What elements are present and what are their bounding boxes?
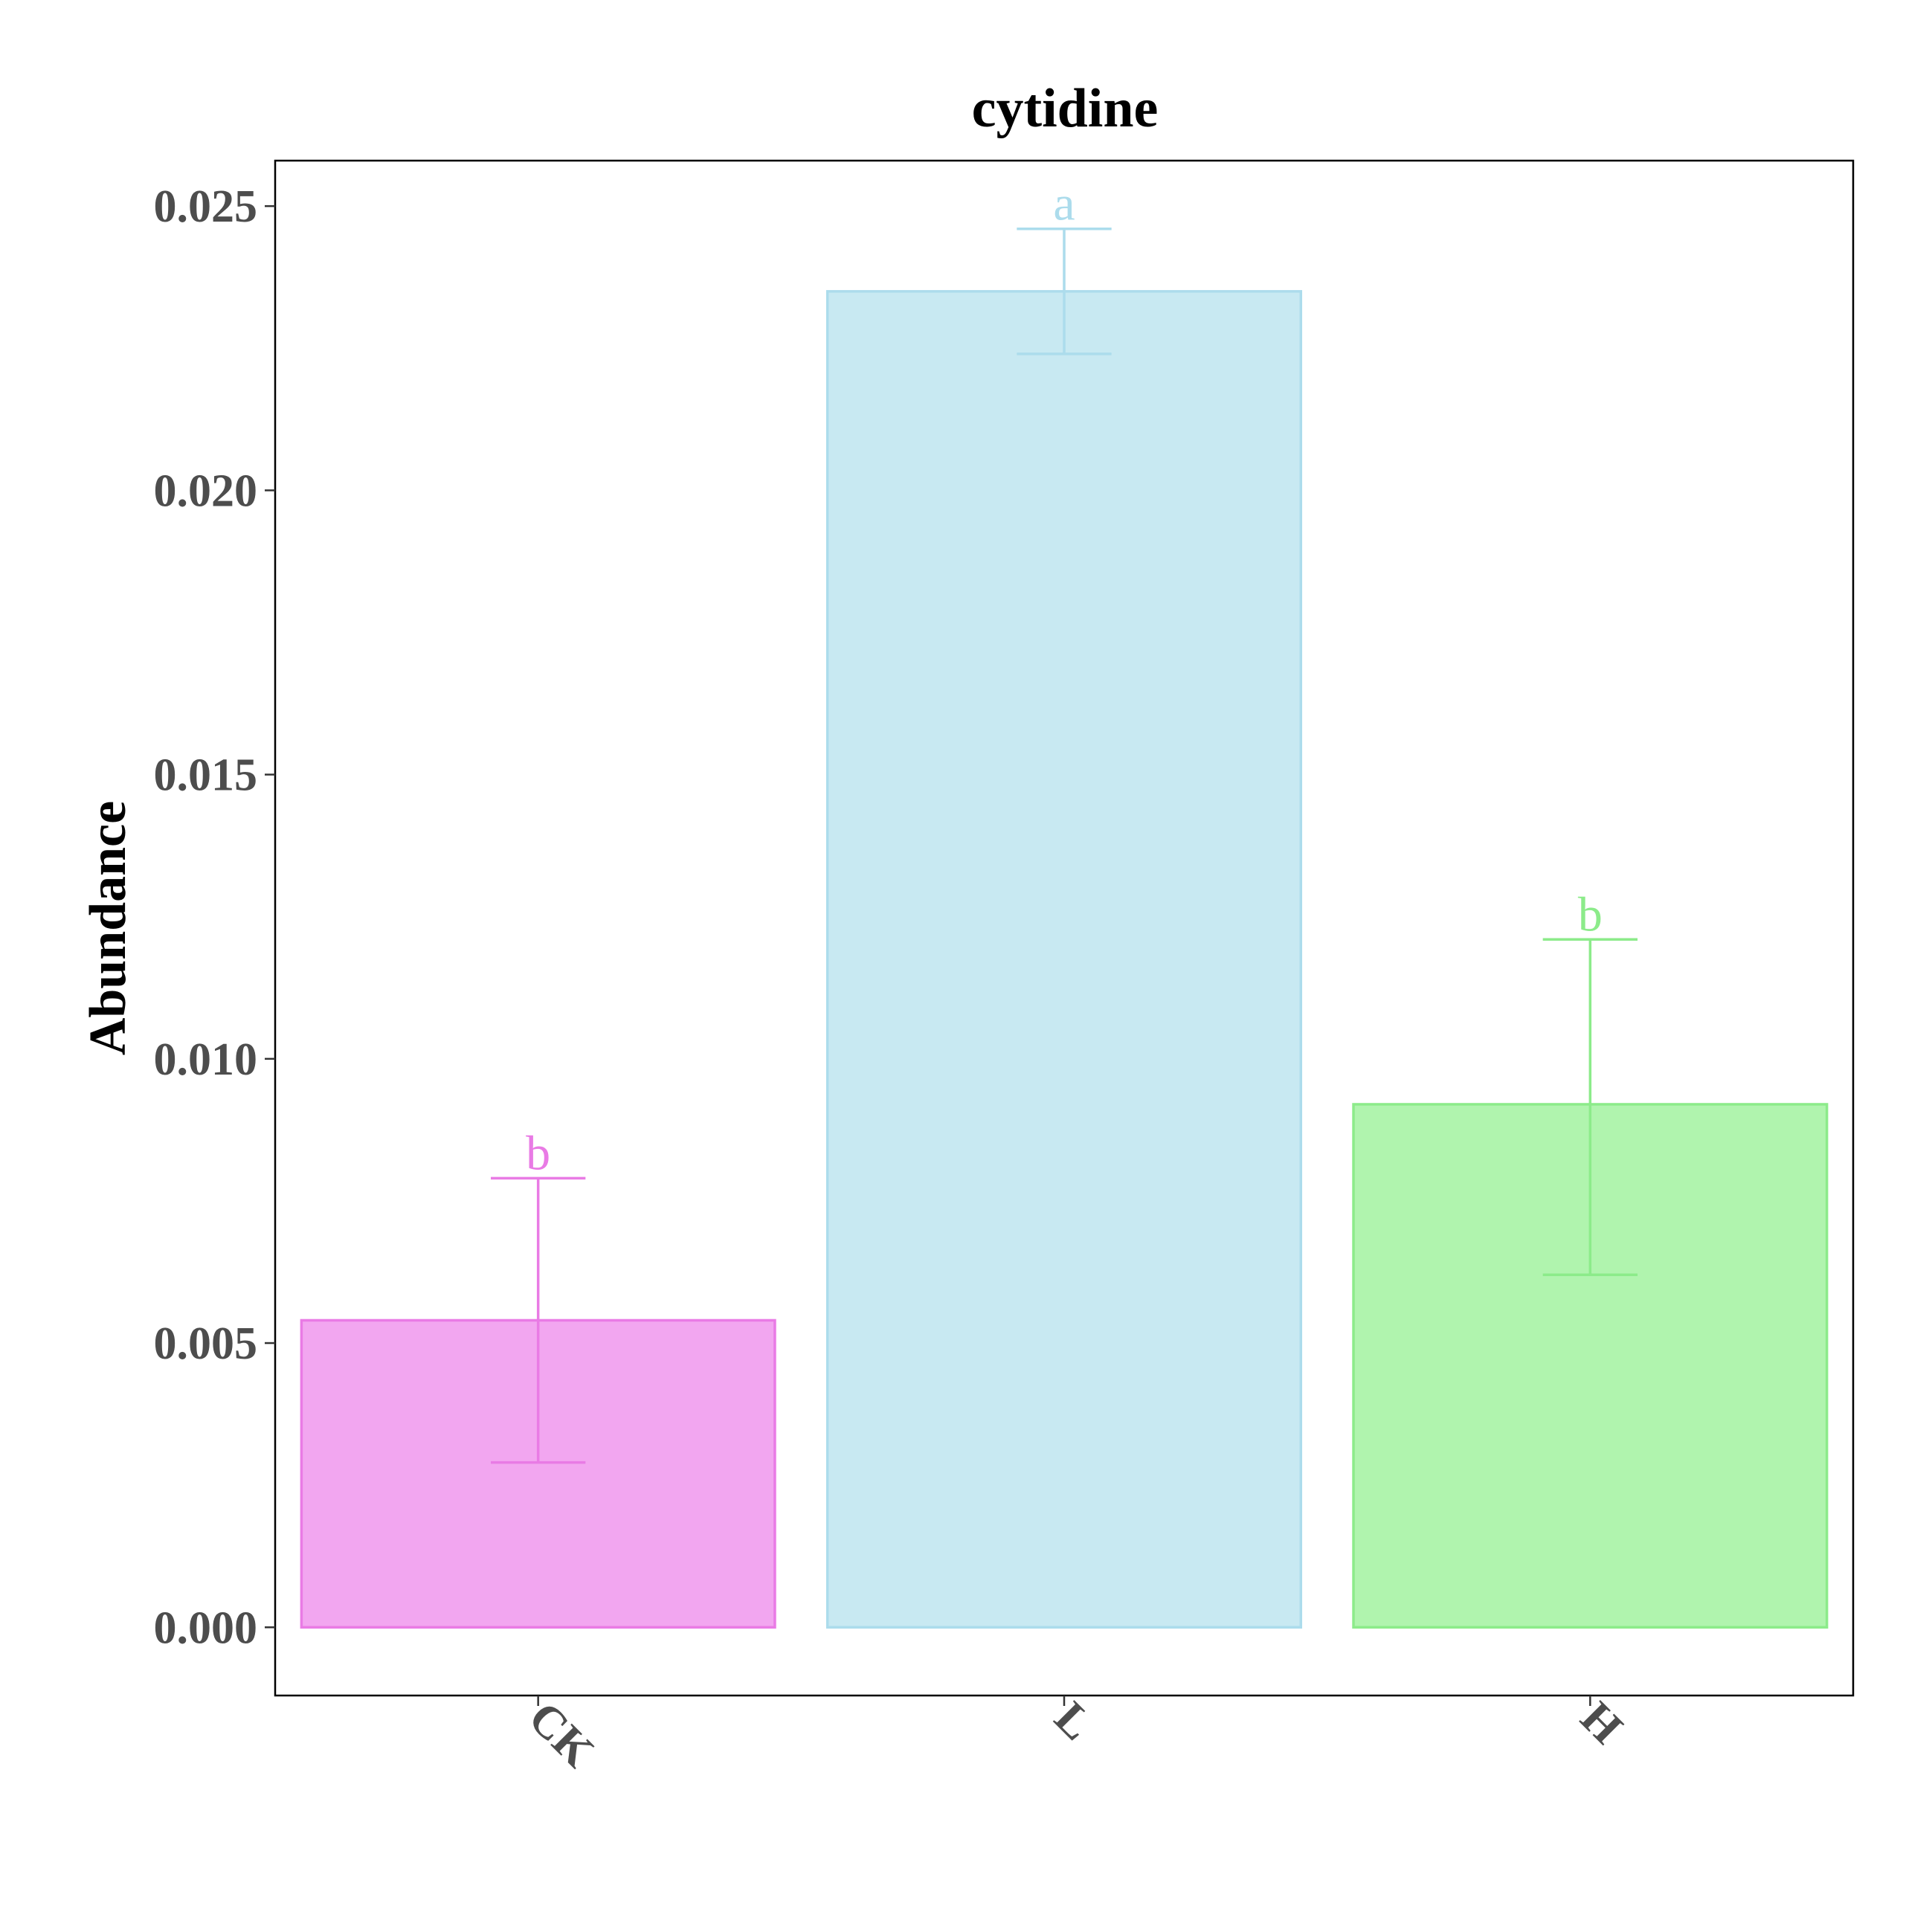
significance-label: b: [526, 1126, 550, 1180]
y-tick-label: 0.005: [154, 1318, 258, 1369]
x-tick-label: H: [1571, 1693, 1632, 1754]
y-tick-label: 0.000: [154, 1603, 258, 1653]
significance-labels: b a b: [526, 177, 1603, 1181]
bars: [300, 290, 1829, 1629]
y-tick-label: 0.025: [154, 181, 258, 232]
y-axis-title: Abundance: [80, 801, 137, 1055]
chart-title: cytidine: [972, 78, 1159, 139]
bar-l: [825, 290, 1303, 1629]
x-tick-label: L: [1045, 1693, 1102, 1750]
error-bars: [491, 227, 1638, 1464]
significance-label: b: [1578, 887, 1603, 941]
x-tick-label: CK: [519, 1693, 604, 1777]
significance-label: a: [1053, 177, 1075, 231]
y-tick-label: 0.015: [154, 750, 258, 801]
y-tick-label: 0.010: [154, 1034, 258, 1085]
y-axis: 0.000 0.005 0.010 0.015 0.020 0.025: [154, 181, 275, 1653]
x-axis: CK L H: [519, 1693, 1632, 1777]
y-tick-label: 0.020: [154, 466, 258, 516]
